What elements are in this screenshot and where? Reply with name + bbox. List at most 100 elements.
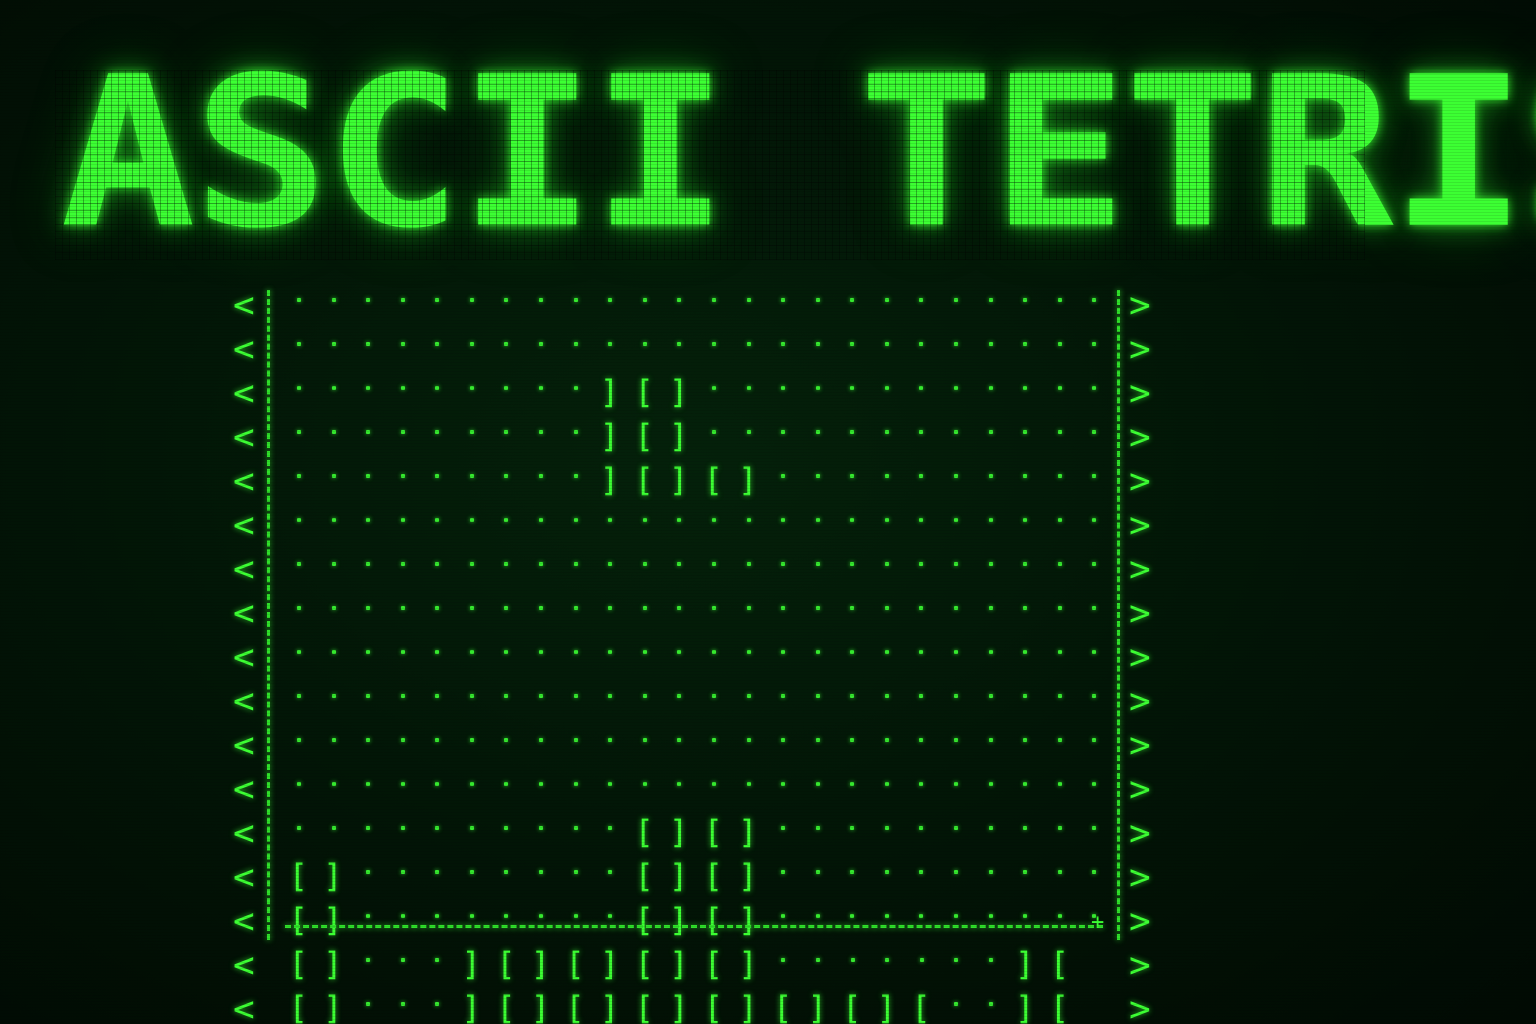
empty-cell	[1042, 460, 1077, 504]
empty-cell	[488, 284, 523, 328]
right-wall-arrow: >	[1129, 417, 1151, 458]
empty-cell	[281, 284, 316, 328]
empty-cell	[558, 372, 593, 416]
empty-cell	[558, 284, 593, 328]
empty-cell	[973, 328, 1008, 372]
empty-cell	[938, 856, 973, 900]
left-wall-arrow: <	[233, 593, 255, 634]
empty-cell	[558, 592, 593, 636]
block-cell: ]	[1015, 989, 1035, 1024]
block-cell: [	[288, 945, 308, 983]
empty-cell	[523, 548, 558, 592]
empty-cell	[765, 900, 800, 944]
empty-cell	[316, 460, 351, 504]
empty-cell	[350, 812, 385, 856]
empty-cell	[385, 636, 420, 680]
empty-cell	[938, 504, 973, 548]
empty-cell	[765, 636, 800, 680]
block-cell: [	[634, 461, 654, 499]
empty-cell	[316, 768, 351, 812]
empty-cell	[696, 636, 731, 680]
empty-cell	[834, 504, 869, 548]
right-wall-arrow: >	[1129, 373, 1151, 414]
empty-cell	[419, 856, 454, 900]
empty-cell	[592, 724, 627, 768]
left-wall-arrow: <	[233, 285, 255, 326]
block-cell: [	[565, 989, 585, 1024]
empty-cell	[627, 284, 662, 328]
block-cell: ]	[738, 945, 758, 983]
block-cell: [	[634, 417, 654, 455]
block-cell: [	[703, 901, 723, 939]
empty-cell	[523, 636, 558, 680]
right-wall-arrow: >	[1129, 461, 1151, 502]
empty-cell	[488, 636, 523, 680]
block-cell: ]	[599, 373, 620, 411]
empty-cell	[800, 768, 835, 812]
empty-cell	[454, 592, 489, 636]
empty-cell	[558, 856, 593, 900]
empty-cell	[834, 636, 869, 680]
board-row	[281, 592, 1111, 636]
empty-cell	[385, 416, 420, 460]
empty-cell	[281, 724, 316, 768]
empty-cell	[834, 416, 869, 460]
right-wall-arrow: >	[1129, 945, 1151, 986]
empty-cell	[316, 724, 351, 768]
empty-cell	[627, 636, 662, 680]
empty-cell	[938, 636, 973, 680]
board-row	[281, 680, 1111, 724]
empty-cell	[385, 900, 420, 944]
empty-cell	[419, 988, 454, 1024]
empty-cell	[281, 504, 316, 548]
empty-cell	[973, 900, 1008, 944]
empty-cell	[696, 504, 731, 548]
empty-cell	[731, 328, 766, 372]
block-cell: [	[703, 461, 723, 499]
empty-cell	[454, 372, 489, 416]
empty-cell	[1007, 548, 1042, 592]
block-cell: ]	[600, 945, 620, 983]
right-wall-line	[1117, 290, 1120, 940]
empty-cell	[281, 680, 316, 724]
empty-cell	[558, 416, 593, 460]
empty-cell	[696, 768, 731, 812]
empty-cell	[1042, 592, 1077, 636]
empty-cell	[834, 768, 869, 812]
empty-cell	[869, 328, 904, 372]
block-cell: [	[911, 989, 931, 1024]
empty-cell	[1007, 504, 1042, 548]
empty-cell	[592, 812, 627, 856]
board-row	[281, 284, 1111, 328]
block-cell: ]	[669, 901, 689, 939]
empty-cell	[765, 768, 800, 812]
board-row	[281, 636, 1111, 680]
block-cell: ]	[669, 945, 689, 983]
block-cell: [	[634, 373, 654, 411]
block-cell: ]	[600, 989, 620, 1024]
empty-cell	[488, 856, 523, 900]
empty-cell	[385, 548, 420, 592]
empty-cell	[523, 460, 558, 504]
empty-cell	[385, 460, 420, 504]
empty-cell	[765, 504, 800, 548]
block-cell: [	[703, 945, 724, 983]
right-wall-arrow: >	[1129, 901, 1151, 942]
empty-cell	[1042, 680, 1077, 724]
right-wall-arrow: >	[1129, 681, 1151, 722]
empty-cell	[350, 988, 385, 1024]
empty-cell	[592, 768, 627, 812]
empty-cell	[385, 284, 420, 328]
empty-cell	[281, 460, 316, 504]
block-cell: ]	[738, 857, 758, 895]
empty-cell	[488, 724, 523, 768]
empty-cell	[350, 768, 385, 812]
block-cell: ]	[461, 945, 481, 983]
empty-cell	[1042, 284, 1077, 328]
left-wall-arrow: <	[233, 901, 255, 942]
empty-cell	[869, 504, 904, 548]
empty-cell	[938, 724, 973, 768]
empty-cell	[1076, 548, 1111, 592]
block-cell: [	[634, 813, 654, 851]
empty-cell	[661, 504, 696, 548]
